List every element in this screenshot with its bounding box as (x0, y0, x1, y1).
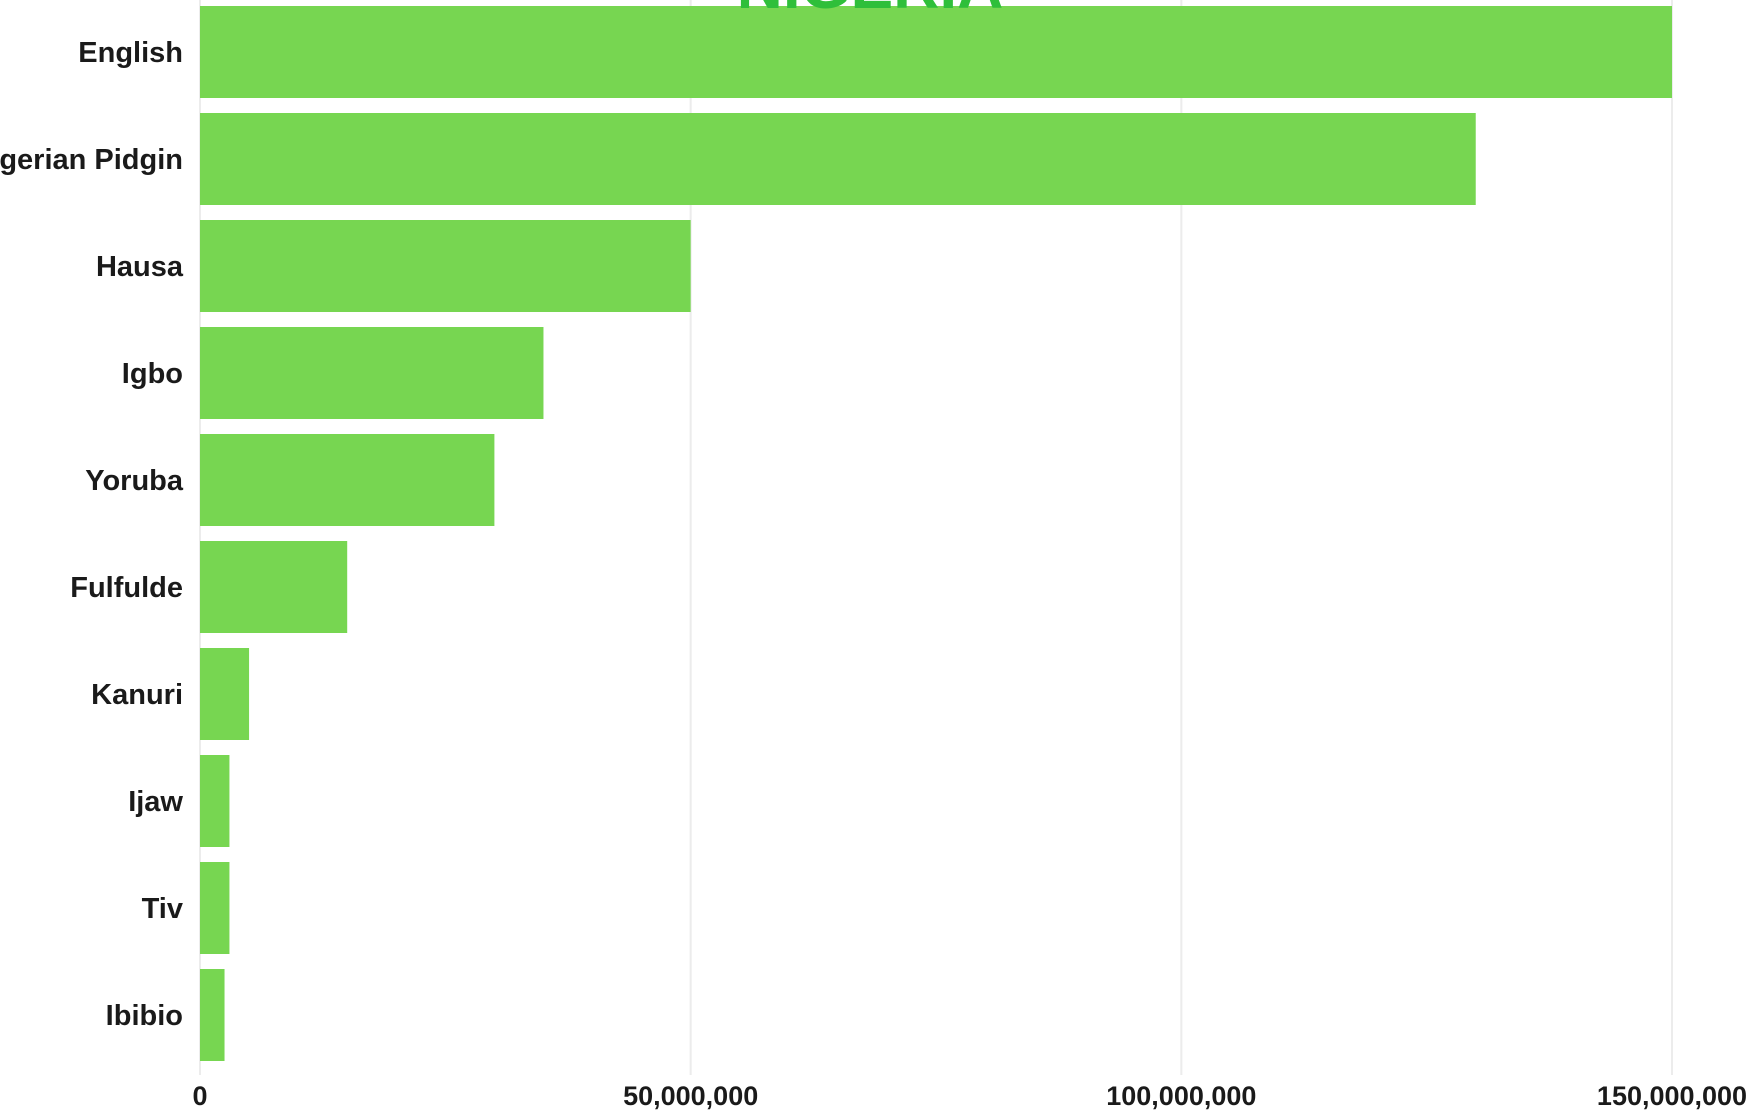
category-label-english: English (78, 37, 183, 69)
category-label-ijaw: Ijaw (128, 786, 183, 818)
x-tick-label-3: 150,000,000 (1597, 1081, 1747, 1111)
bar-tiv (200, 862, 230, 954)
x-axis-tick-labels: 0 50,000,000 100,000,000 150,000,000 (192, 1081, 1747, 1111)
category-label-igbo: Igbo (122, 358, 183, 390)
bar-ijaw (200, 755, 230, 847)
category-label-kanuri: Kanuri (91, 679, 183, 711)
bar-igbo (200, 327, 544, 419)
chart-title: NIGERIA (737, 0, 1004, 22)
category-labels: English Nigerian Pidgin Hausa Igbo Yoruba Ful… (0, 37, 184, 1032)
bars (200, 6, 1672, 1061)
category-label-nigerian-pidgin: Nigerian Pidgin (0, 144, 183, 176)
x-tick-label-0: 0 (192, 1081, 207, 1111)
bar-nigerian-pidgin (200, 113, 1476, 205)
bar-hausa (200, 220, 691, 312)
bar-yoruba (200, 434, 495, 526)
bar-english (200, 6, 1672, 98)
category-label-ibibio: Ibibio (106, 1000, 183, 1032)
category-label-hausa: Hausa (96, 251, 184, 283)
bar-kanuri (200, 648, 250, 740)
category-label-tiv: Tiv (142, 893, 183, 925)
category-label-fulfulde: Fulfulde (70, 572, 183, 604)
x-tick-label-1: 50,000,000 (623, 1081, 758, 1111)
x-tick-label-2: 100,000,000 (1106, 1081, 1256, 1111)
bar-ibibio (200, 969, 225, 1061)
bar-fulfulde (200, 541, 348, 633)
category-label-yoruba: Yoruba (85, 465, 184, 497)
